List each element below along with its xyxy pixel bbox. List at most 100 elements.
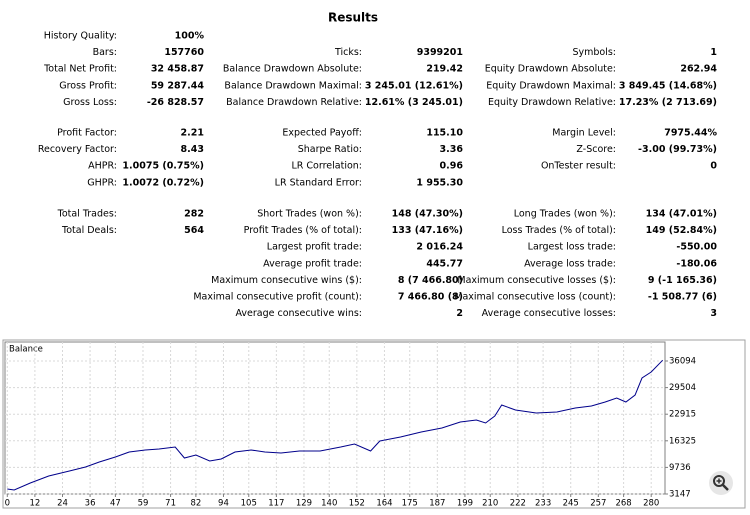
x-tick-label: 12 xyxy=(29,499,40,509)
x-tick-label: 152 xyxy=(349,499,365,509)
stat-value: 133 (47.16%) xyxy=(392,225,463,236)
stat-label: Average consecutive losses: xyxy=(482,308,616,319)
y-tick-label: 16325 xyxy=(669,436,696,446)
x-tick-label: 129 xyxy=(296,499,312,509)
stat-label: Sharpe Ratio: xyxy=(298,144,362,155)
stat-value: 1.0075 (0.75%) xyxy=(122,161,204,172)
stat-value: 3.36 xyxy=(440,144,464,155)
stat-value: 1.0072 (0.72%) xyxy=(122,177,204,188)
stat-label: Balance Drawdown Relative: xyxy=(226,97,362,108)
stat-label: GHPR: xyxy=(87,177,117,188)
stat-value: 1 955.30 xyxy=(416,177,463,188)
stat-label: Total Net Profit: xyxy=(43,64,117,75)
x-tick-label: 164 xyxy=(376,499,392,509)
stat-value: 8 (7 466.80) xyxy=(398,275,463,286)
stat-value: -550.00 xyxy=(676,242,717,253)
stat-value: 7975.44% xyxy=(664,128,717,139)
stat-label: Average loss trade: xyxy=(524,258,616,269)
stat-label: Equity Drawdown Maximal: xyxy=(486,80,616,91)
y-tick-label: 3147 xyxy=(669,490,691,500)
stat-value: 9 (-1 165.36) xyxy=(648,275,717,286)
stat-value: 148 (47.30%) xyxy=(392,209,463,220)
x-tick-label: 82 xyxy=(190,499,201,509)
stat-label: Equity Drawdown Absolute: xyxy=(485,64,616,75)
stat-value: 2.21 xyxy=(181,128,204,139)
zoom-icon[interactable] xyxy=(709,471,733,495)
stat-value: -180.06 xyxy=(676,258,717,269)
x-tick-label: 105 xyxy=(241,499,257,509)
stat-value: 219.42 xyxy=(426,64,463,75)
stat-label: Expected Payoff: xyxy=(282,128,362,139)
stat-label: Maximum consecutive losses ($): xyxy=(457,275,616,286)
stat-value: 1 xyxy=(710,47,717,58)
stat-value: 100% xyxy=(175,31,205,42)
x-tick-label: 36 xyxy=(85,499,96,509)
stat-value: 445.77 xyxy=(426,258,463,269)
zoom-lens[interactable] xyxy=(713,475,725,487)
zoom-handle[interactable] xyxy=(722,484,729,491)
stat-value: -1 508.77 (6) xyxy=(648,292,717,303)
stat-value: 0 xyxy=(710,161,717,172)
x-tick-label: 117 xyxy=(268,499,284,509)
x-tick-label: 47 xyxy=(110,499,121,509)
stat-value: 3 xyxy=(710,308,717,319)
zoom-bg[interactable] xyxy=(709,471,733,495)
stat-value: 115.10 xyxy=(426,128,463,139)
stat-value: 9399201 xyxy=(417,47,463,58)
stat-label: LR Correlation: xyxy=(292,161,363,172)
stat-label: Maximal consecutive profit (count): xyxy=(193,292,362,303)
stat-label: OnTester result: xyxy=(541,161,616,172)
stat-label: Balance Drawdown Absolute: xyxy=(223,64,362,75)
x-tick-label: 210 xyxy=(482,499,498,509)
stat-label: Maximum consecutive wins ($): xyxy=(211,275,362,286)
stat-label: Margin Level: xyxy=(552,128,616,139)
stat-value: 32 458.87 xyxy=(151,64,204,75)
plot-area xyxy=(4,341,666,495)
x-tick-label: 140 xyxy=(321,499,337,509)
stat-value: 564 xyxy=(184,225,204,236)
stat-label: Total Deals: xyxy=(61,225,117,236)
stat-label: Loss Trades (% of total): xyxy=(502,225,616,236)
stat-label: Average consecutive wins: xyxy=(235,308,362,319)
x-tick-label: 175 xyxy=(402,499,418,509)
x-tick-label: 268 xyxy=(615,499,631,509)
stat-value: 0.96 xyxy=(440,161,464,172)
stat-label: Gross Profit: xyxy=(59,80,117,91)
stat-label: Largest loss trade: xyxy=(528,242,616,253)
y-tick-label: 9736 xyxy=(669,463,691,473)
stat-label: Bars: xyxy=(93,47,117,58)
stat-value: 262.94 xyxy=(680,64,717,75)
stat-value: 157760 xyxy=(164,47,204,58)
x-tick-label: 0 xyxy=(5,499,10,509)
chart-title: Balance xyxy=(9,345,43,355)
x-tick-label: 245 xyxy=(563,499,579,509)
stat-label: LR Standard Error: xyxy=(275,177,362,188)
stat-label: Symbols: xyxy=(572,47,616,58)
stat-value: 12.61% (3 245.01) xyxy=(365,97,463,108)
stat-label: Maximal consecutive loss (count): xyxy=(454,292,616,303)
y-tick-label: 22915 xyxy=(669,410,696,420)
stat-value: 2 xyxy=(456,308,463,319)
stat-label: Recovery Factor: xyxy=(38,144,117,155)
x-tick-label: 199 xyxy=(457,499,473,509)
stat-value: 7 466.80 (8) xyxy=(398,292,463,303)
stat-label: Ticks: xyxy=(334,47,362,58)
stat-label: Gross Loss: xyxy=(63,97,117,108)
stat-label: AHPR: xyxy=(88,161,117,172)
stat-label: Equity Drawdown Relative: xyxy=(488,97,616,108)
stat-value: 3 849.45 (14.68%) xyxy=(619,80,717,91)
stat-value: -3.00 (99.73%) xyxy=(638,144,717,155)
stat-label: Average profit trade: xyxy=(263,258,362,269)
x-tick-label: 59 xyxy=(138,499,149,509)
stat-value: 134 (47.01%) xyxy=(646,209,717,220)
stat-label: Profit Trades (% of total): xyxy=(244,225,362,236)
stat-value: 3 245.01 (12.61%) xyxy=(365,80,463,91)
stat-value: -26 828.57 xyxy=(147,97,204,108)
stat-label: Long Trades (won %): xyxy=(514,209,616,220)
stat-value: 282 xyxy=(184,209,204,220)
stat-label: Z-Score: xyxy=(576,144,616,155)
stat-value: 17.23% (2 713.69) xyxy=(619,97,717,108)
x-tick-label: 233 xyxy=(535,499,551,509)
stat-value: 149 (52.84%) xyxy=(646,225,717,236)
